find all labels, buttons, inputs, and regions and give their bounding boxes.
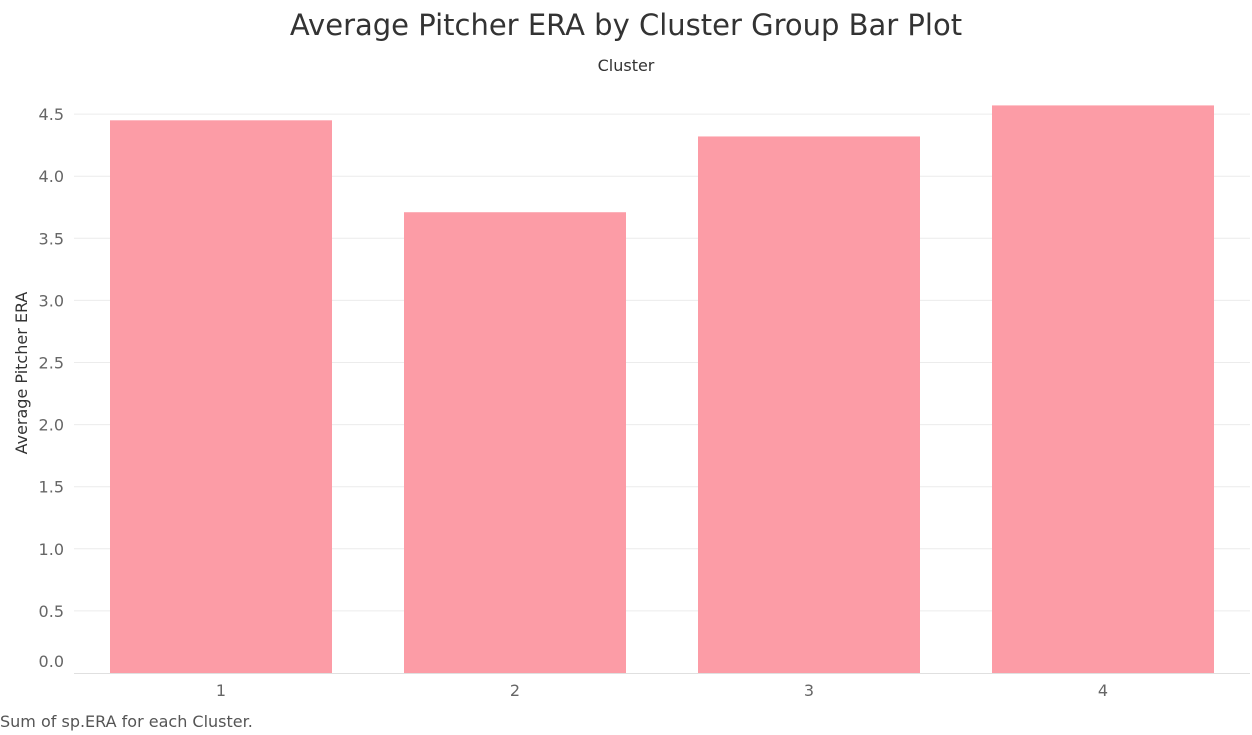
y-tick-label: 2.0: [39, 416, 64, 435]
x-tick-label: 4: [1098, 681, 1108, 700]
bar-cluster-2[interactable]: [404, 212, 626, 673]
bar-cluster-3[interactable]: [698, 136, 920, 673]
bar-cluster-1[interactable]: [110, 120, 332, 673]
x-tick-label: 2: [510, 681, 520, 700]
y-tick-label: 3.0: [39, 291, 64, 310]
y-tick-label: 1.0: [39, 540, 64, 559]
y-tick-label: 4.0: [39, 167, 64, 186]
y-tick-label: 3.5: [39, 229, 64, 248]
bars: [110, 105, 1214, 673]
y-tick-label: 0.5: [39, 602, 64, 621]
bar-cluster-4[interactable]: [992, 105, 1214, 673]
y-tick-label: 4.5: [39, 105, 64, 124]
x-tick-label: 3: [804, 681, 814, 700]
x-axis-ticks: 1 2 3 4: [216, 681, 1108, 700]
y-axis-ticks: 0.0 0.5 1.0 1.5 2.0 2.5 3.0 3.5 4.0 4.5: [39, 105, 64, 671]
y-axis-title: Average Pitcher ERA: [12, 292, 31, 455]
x-axis-header: Cluster: [597, 56, 655, 75]
chart-title: Average Pitcher ERA by Cluster Group Bar…: [289, 8, 963, 42]
x-tick-label: 1: [216, 681, 226, 700]
chart-caption: Sum of sp.ERA for each Cluster.: [0, 712, 253, 731]
y-tick-label: 1.5: [39, 478, 64, 497]
y-tick-label: 0.0: [39, 652, 64, 671]
y-tick-label: 2.5: [39, 354, 64, 373]
